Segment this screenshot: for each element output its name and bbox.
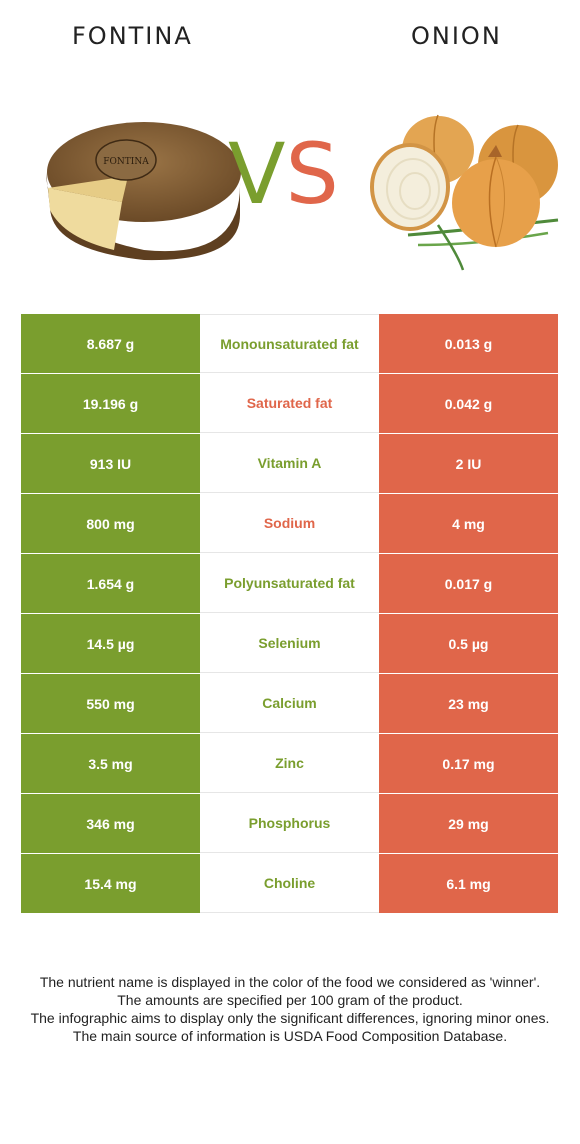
nutrient-name-cell: Calcium (200, 674, 379, 733)
table-row: 15.4 mg Choline 6.1 mg (21, 854, 558, 913)
nutrient-name-cell: Vitamin A (200, 434, 379, 493)
footnote: The nutrient name is displayed in the co… (20, 973, 560, 1045)
right-value-cell: 0.017 g (379, 554, 558, 613)
nutrient-name-cell: Sodium (200, 494, 379, 553)
table-row: 3.5 mg Zinc 0.17 mg (21, 734, 558, 794)
table-row: 346 mg Phosphorus 29 mg (21, 794, 558, 854)
nutrient-name-cell: Polyunsaturated fat (200, 554, 379, 613)
left-value-cell: 3.5 mg (21, 734, 200, 793)
table-row: 14.5 µg Selenium 0.5 µg (21, 614, 558, 674)
nutrient-name-cell: Selenium (200, 614, 379, 673)
vs-s: S (285, 125, 339, 223)
left-value-cell: 913 IU (21, 434, 200, 493)
nutrient-name-cell: Saturated fat (200, 374, 379, 433)
right-value-cell: 0.042 g (379, 374, 558, 433)
nutrient-name-cell: Zinc (200, 734, 379, 793)
left-value-cell: 346 mg (21, 794, 200, 853)
nutrient-name-cell: Phosphorus (200, 794, 379, 853)
footnote-line-3: The infographic aims to display only the… (30, 1010, 550, 1026)
right-value-cell: 23 mg (379, 674, 558, 733)
vs-label: VS (228, 132, 339, 216)
nutrient-name-cell: Monounsaturated fat (200, 314, 379, 373)
left-value-cell: 15.4 mg (21, 854, 200, 913)
table-row: 550 mg Calcium 23 mg (21, 674, 558, 734)
left-value-cell: 1.654 g (21, 554, 200, 613)
fontina-label-text: FONTINA (103, 157, 149, 167)
right-value-cell: 0.17 mg (379, 734, 558, 793)
right-value-cell: 6.1 mg (379, 854, 558, 913)
footnote-line-4: The main source of information is USDA F… (72, 1028, 508, 1044)
right-value-cell: 4 mg (379, 494, 558, 553)
right-value-cell: 2 IU (379, 434, 558, 493)
nutrient-name-cell: Choline (200, 854, 379, 913)
left-value-cell: 800 mg (21, 494, 200, 553)
left-food-title: FONTINA (72, 22, 193, 50)
right-food-title: ONION (411, 22, 502, 50)
right-value-cell: 29 mg (379, 794, 558, 853)
onion-image (368, 105, 563, 280)
footnote-line-1: The nutrient name is displayed in the co… (39, 974, 541, 990)
table-row: 19.196 g Saturated fat 0.042 g (21, 374, 558, 434)
comparison-table: 8.687 g Monounsaturated fat 0.013 g 19.196 … (21, 314, 558, 913)
vs-v: V (228, 125, 286, 223)
left-value-cell: 550 mg (21, 674, 200, 733)
right-value-cell: 0.013 g (379, 314, 558, 373)
table-row: 800 mg Sodium 4 mg (21, 494, 558, 554)
fontina-cheese-image: FONTINA (44, 110, 244, 270)
table-row: 1.654 g Polyunsaturated fat 0.017 g (21, 554, 558, 614)
table-row: 8.687 g Monounsaturated fat 0.013 g (21, 314, 558, 374)
footnote-line-2: The amounts are specified per 100 gram o… (117, 992, 463, 1008)
left-value-cell: 8.687 g (21, 314, 200, 373)
left-value-cell: 19.196 g (21, 374, 200, 433)
right-value-cell: 0.5 µg (379, 614, 558, 673)
left-value-cell: 14.5 µg (21, 614, 200, 673)
